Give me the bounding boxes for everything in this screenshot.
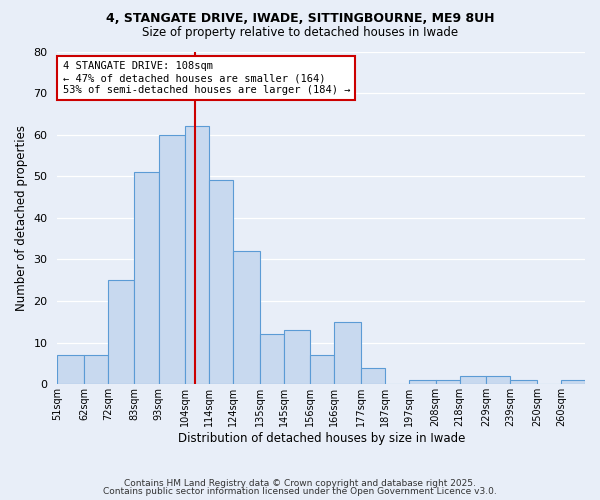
Bar — [284, 330, 310, 384]
Bar — [233, 251, 260, 384]
Bar — [108, 280, 134, 384]
Bar — [486, 376, 511, 384]
Text: 4, STANGATE DRIVE, IWADE, SITTINGBOURNE, ME9 8UH: 4, STANGATE DRIVE, IWADE, SITTINGBOURNE,… — [106, 12, 494, 26]
Bar — [436, 380, 460, 384]
Bar — [561, 380, 585, 384]
Bar — [334, 322, 361, 384]
Bar — [158, 134, 185, 384]
Text: Size of property relative to detached houses in Iwade: Size of property relative to detached ho… — [142, 26, 458, 39]
Bar — [84, 355, 108, 384]
Text: Contains HM Land Registry data © Crown copyright and database right 2025.: Contains HM Land Registry data © Crown c… — [124, 478, 476, 488]
Bar — [409, 380, 436, 384]
Bar — [134, 172, 158, 384]
Bar — [310, 355, 334, 384]
X-axis label: Distribution of detached houses by size in Iwade: Distribution of detached houses by size … — [178, 432, 465, 445]
Text: Contains public sector information licensed under the Open Government Licence v3: Contains public sector information licen… — [103, 487, 497, 496]
Bar — [260, 334, 284, 384]
Y-axis label: Number of detached properties: Number of detached properties — [15, 125, 28, 311]
Bar — [209, 180, 233, 384]
Bar — [361, 368, 385, 384]
Bar — [460, 376, 486, 384]
Bar — [185, 126, 209, 384]
Bar — [511, 380, 537, 384]
Bar — [58, 355, 84, 384]
Text: 4 STANGATE DRIVE: 108sqm
← 47% of detached houses are smaller (164)
53% of semi-: 4 STANGATE DRIVE: 108sqm ← 47% of detach… — [62, 62, 350, 94]
